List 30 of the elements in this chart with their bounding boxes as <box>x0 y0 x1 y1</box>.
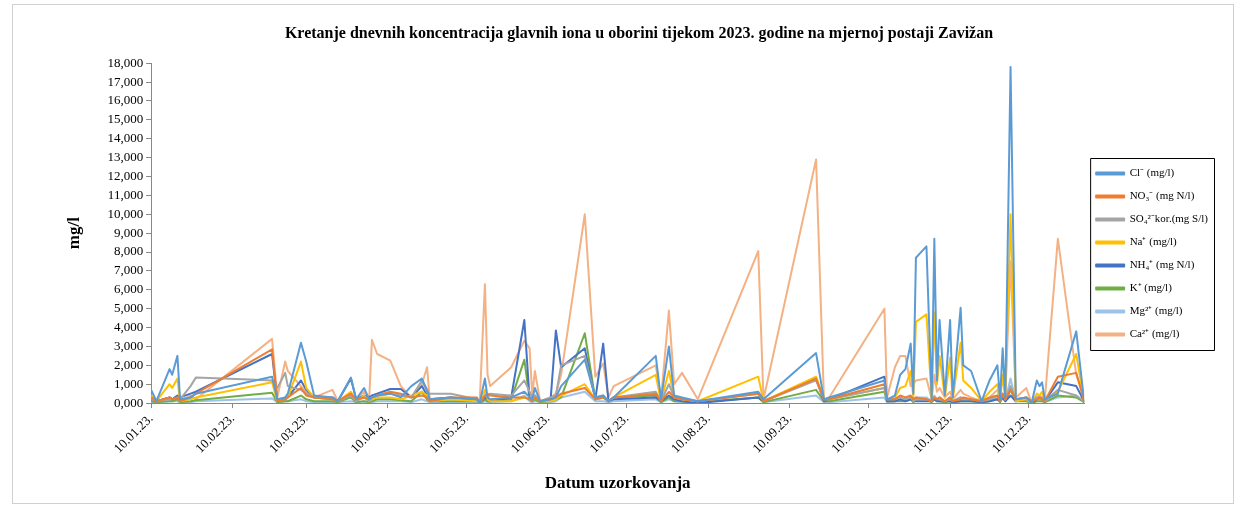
y-tick-label: 4,000 <box>113 318 144 334</box>
legend-label: Cl⁻ (mg/l) <box>1129 166 1175 180</box>
legend-label: Ca²⁺ (mg/l) <box>1129 327 1180 341</box>
legend-label: Mg²⁺ (mg/l) <box>1129 304 1183 318</box>
legend-label: K⁺ (mg/l) <box>1129 281 1173 295</box>
x-axis-title: Datum uzorkovanja <box>544 473 692 493</box>
y-tick-label: 13,000 <box>107 149 144 165</box>
y-tick-label: 5,000 <box>113 300 144 316</box>
y-axis-title: mg/l <box>63 216 83 250</box>
y-tick-label: 11,000 <box>107 186 144 202</box>
legend-label: NO₃⁻ (mg N/l) <box>1129 189 1195 203</box>
y-tick-label: 0,000 <box>113 394 144 410</box>
y-tick-label: 15,000 <box>107 111 144 127</box>
y-tick-label: 16,000 <box>107 92 144 108</box>
y-tick-label: 2,000 <box>113 356 144 372</box>
y-tick-label: 17,000 <box>107 73 144 89</box>
legend-label: SO₄²⁻kor.(mg S/l) <box>1129 212 1209 226</box>
y-tick-label: 9,000 <box>113 224 144 240</box>
y-tick-label: 8,000 <box>113 243 144 259</box>
legend-label: NH₄⁺ (mg N/l) <box>1129 258 1195 272</box>
y-tick-label: 18,000 <box>107 54 144 70</box>
chart-title: Kretanje dnevnih koncentracija glavnih iona u oborini tijekom 2023. godine na mjernoj postaji Zavižan <box>284 23 994 42</box>
legend-label: Na⁺ (mg/l) <box>1129 235 1178 249</box>
y-tick-label: 14,000 <box>107 130 144 146</box>
y-tick-label: 1,000 <box>113 375 144 391</box>
y-tick-label: 10,000 <box>107 205 144 221</box>
y-tick-label: 6,000 <box>113 281 144 297</box>
y-tick-label: 7,000 <box>113 262 144 278</box>
y-tick-label: 3,000 <box>113 337 144 353</box>
y-tick-label: 12,000 <box>107 167 144 183</box>
